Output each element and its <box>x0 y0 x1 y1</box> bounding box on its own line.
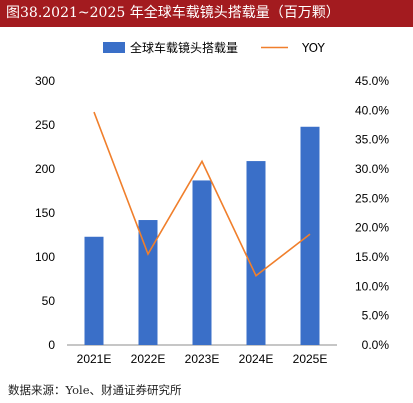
y-right-tick-label: 5.0% <box>362 309 390 323</box>
x-tick-label: 2021E <box>77 352 112 366</box>
y-left-tick-label: 150 <box>35 206 55 220</box>
y-right-tick-label: 45.0% <box>355 74 389 88</box>
bar <box>192 180 212 345</box>
series-line-yoy <box>93 111 311 278</box>
bar <box>84 236 104 345</box>
y-right-tick-label: 35.0% <box>355 133 389 147</box>
legend-label-line: YOY <box>301 41 325 55</box>
y-left-tick-label: 0 <box>48 338 55 352</box>
bar <box>300 126 320 345</box>
x-tick-label: 2022E <box>131 352 166 366</box>
x-tick-label: 2025E <box>293 352 328 366</box>
y-left-tick-label: 100 <box>35 250 55 264</box>
y-right-tick-label: 10.0% <box>355 279 389 293</box>
x-tick-label: 2024E <box>239 352 274 366</box>
x-tick-label: 2023E <box>185 352 220 366</box>
figure-title: 图38.2021~2025 年全球车载镜头搭载量（百万颗） <box>0 0 413 27</box>
y-left-tick-label: 300 <box>35 74 55 88</box>
y-right-tick-label: 15.0% <box>355 250 389 264</box>
y-right-tick-label: 30.0% <box>355 162 389 176</box>
y-right-tick-label: 40.0% <box>355 103 389 117</box>
legend-swatch-bar <box>103 42 125 53</box>
bar <box>138 220 158 345</box>
bar <box>246 161 266 345</box>
source-note: 数据来源：Yole、财通证券研究所 <box>8 383 182 397</box>
y-right-tick-label: 20.0% <box>355 221 389 235</box>
y-left-tick-label: 50 <box>42 294 56 308</box>
y-right-tick-label: 25.0% <box>355 191 389 205</box>
y-right-tick-label: 0.0% <box>362 338 390 352</box>
y-left-tick-label: 200 <box>35 162 55 176</box>
legend-label-bar: 全球车载镜头搭载量 <box>130 40 238 55</box>
y-left-tick-label: 250 <box>35 118 55 132</box>
